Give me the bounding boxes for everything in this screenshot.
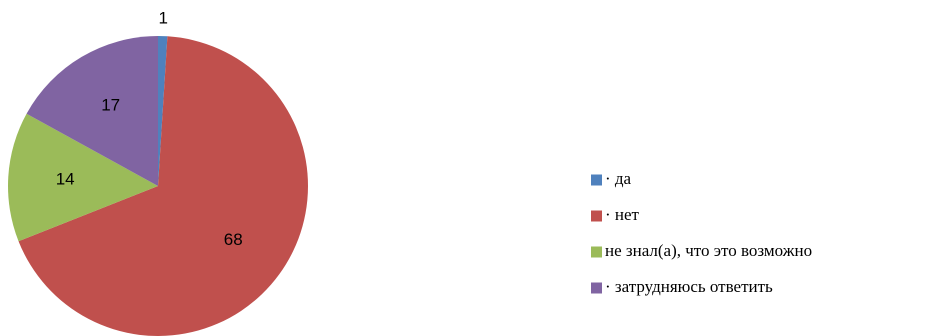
pie-data-labels: 1 68 14 17 [56,9,243,250]
legend-swatch-2 [591,246,602,258]
legend-swatch-3 [591,282,602,294]
pie-slice-1 [18,36,308,336]
pie-slice-3 [26,36,158,186]
legend-label-1: · нет [605,205,640,224]
legend-swatch-1 [591,210,602,222]
pie-slice-0 [158,36,168,186]
data-label-1: 68 [224,230,243,249]
pie-slices [7,36,308,336]
data-label-2: 14 [56,170,75,189]
data-label-0: 1 [159,9,168,28]
data-label-3: 17 [101,95,120,114]
pie-slice-2 [7,113,158,242]
legend-label-0: · да [605,169,632,188]
legend-swatch-0 [591,174,602,186]
legend-label-3: · затрудняюсь ответить [605,277,773,296]
legend-label-2: не знал(а), что это возможно [605,241,812,260]
legend: · да · нет не знал(а), что это возможно · з… [591,169,812,296]
